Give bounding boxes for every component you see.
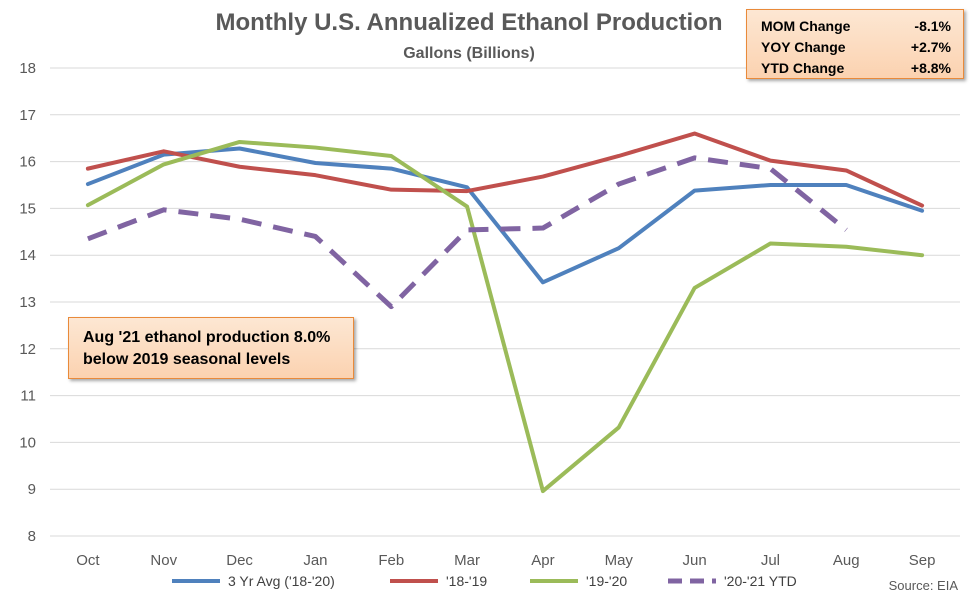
x-tick-label: Nov bbox=[150, 552, 177, 569]
stat-value: -8.1% bbox=[914, 18, 951, 34]
series-line-2 bbox=[85, 139, 925, 494]
source-label: Source: EIA bbox=[889, 578, 959, 593]
series-lines bbox=[85, 131, 925, 494]
gridlines bbox=[50, 67, 960, 537]
x-axis-ticks: Oct Nov Dec Jan Feb Mar Apr May Jun Jul Aug Sep bbox=[76, 552, 935, 569]
legend-label: '18-'19 bbox=[446, 573, 487, 589]
y-tick-label: 17 bbox=[19, 107, 36, 124]
stat-row-yoy: YOY Change +2.7% bbox=[761, 37, 951, 58]
stat-row-ytd: YTD Change +8.8% bbox=[761, 58, 951, 79]
x-tick-label: Jun bbox=[682, 552, 706, 569]
stat-row-mom: MOM Change -8.1% bbox=[761, 16, 951, 37]
annotation-box: Aug '21 ethanol production 8.0% below 20… bbox=[68, 317, 354, 379]
stat-label: YTD Change bbox=[761, 60, 845, 76]
x-tick-label: Jul bbox=[761, 552, 780, 569]
change-stats-box: MOM Change -8.1% YOY Change +2.7% YTD Ch… bbox=[746, 9, 964, 79]
x-tick-label: Dec bbox=[226, 552, 253, 569]
stat-value: +8.8% bbox=[910, 60, 951, 76]
x-tick-label: Apr bbox=[531, 552, 554, 569]
y-axis-ticks: 8 9 10 11 12 13 14 15 16 17 18 bbox=[19, 60, 36, 545]
annotation-line-1: Aug '21 ethanol production 8.0% bbox=[83, 329, 331, 346]
annotation-line-2: below 2019 seasonal levels bbox=[83, 351, 291, 368]
x-tick-label: May bbox=[605, 552, 634, 569]
y-tick-label: 14 bbox=[19, 247, 36, 264]
stat-label: YOY Change bbox=[761, 39, 846, 55]
x-tick-label: Jan bbox=[303, 552, 327, 569]
x-tick-label: Oct bbox=[76, 552, 100, 569]
stat-value: +2.7% bbox=[910, 39, 951, 55]
y-tick-label: 12 bbox=[19, 341, 36, 358]
y-tick-label: 9 bbox=[28, 481, 36, 498]
series-line-0 bbox=[85, 146, 925, 285]
y-tick-label: 10 bbox=[19, 434, 36, 451]
x-tick-label: Feb bbox=[378, 552, 404, 569]
legend-label: '20-'21 YTD bbox=[724, 573, 797, 589]
x-tick-label: Mar bbox=[454, 552, 480, 569]
y-tick-label: 8 bbox=[28, 528, 36, 545]
y-tick-label: 18 bbox=[19, 60, 36, 77]
x-tick-label: Sep bbox=[909, 552, 936, 569]
series-line-1 bbox=[85, 131, 925, 208]
stat-label: MOM Change bbox=[761, 18, 851, 34]
y-tick-label: 15 bbox=[19, 200, 36, 217]
y-tick-label: 13 bbox=[19, 294, 36, 311]
y-tick-label: 11 bbox=[20, 388, 36, 405]
x-tick-label: Aug bbox=[833, 552, 860, 569]
legend-label: 3 Yr Avg ('18-'20) bbox=[228, 573, 335, 589]
legend: 3 Yr Avg ('18-'20) '18-'19 '19-'20 '20-'21 … bbox=[172, 573, 797, 589]
chart-title: Monthly U.S. Annualized Ethanol Producti… bbox=[215, 9, 722, 36]
series-line-3 bbox=[87, 155, 848, 310]
chart-subtitle: Gallons (Billions) bbox=[403, 45, 535, 62]
legend-label: '19-'20 bbox=[586, 573, 627, 589]
y-tick-label: 16 bbox=[19, 154, 36, 171]
